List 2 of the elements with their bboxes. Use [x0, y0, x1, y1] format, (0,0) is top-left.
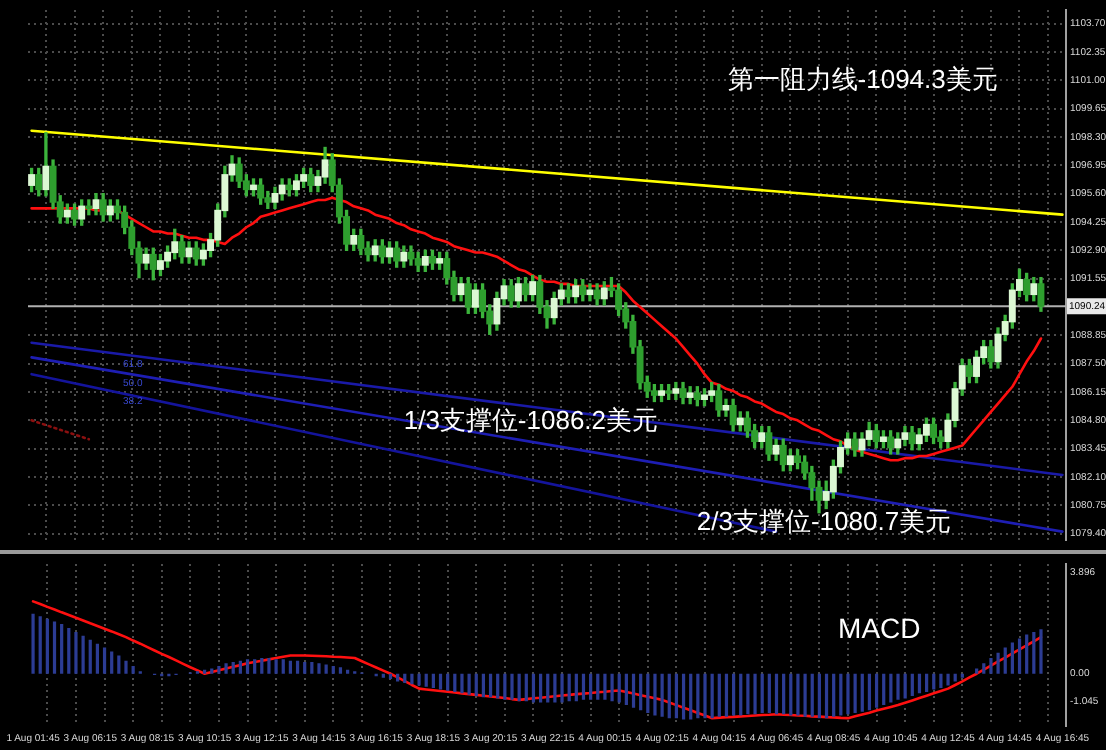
annotation: MACD	[838, 611, 921, 644]
annotation: 第一阻力线-1094.3美元	[727, 63, 998, 94]
